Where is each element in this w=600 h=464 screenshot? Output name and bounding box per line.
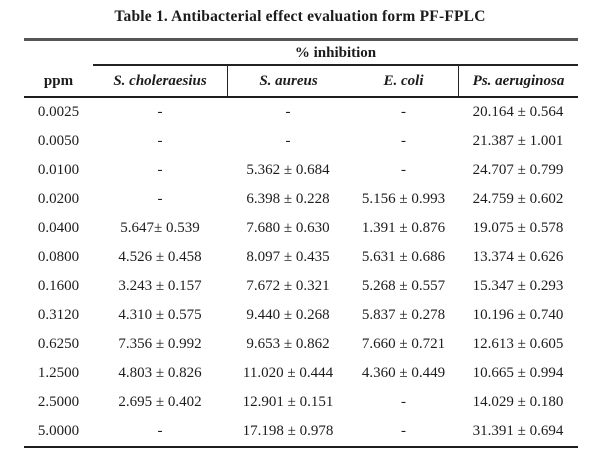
table-row: 0.6250 7.356 ± 0.992 9.653 ± 0.862 7.660 ± … (24, 330, 578, 359)
ppm-cell: 2.5000 (37, 394, 80, 410)
inhibition-value-cell: 5.268 ± 0.557 (361, 278, 446, 294)
ppm-cell: 0.0400 (37, 220, 80, 236)
inhibition-value-cell: 21.387 ± 1.001 (472, 133, 564, 149)
ppm-cell: 0.0025 (37, 104, 80, 120)
inhibition-value-cell: 8.097 ± 0.435 (246, 249, 330, 265)
inhibition-value-cell: - (285, 133, 291, 149)
column-header-s-aureus: S. aureus (227, 66, 349, 96)
inhibition-value-cell: 2.695 ± 0.402 (118, 394, 202, 410)
column-header-s-choleraesius: S. choleraesius (113, 73, 207, 89)
inhibition-value-cell: - (157, 191, 163, 207)
inhibition-value-cell: 5.156 ± 0.993 (361, 191, 446, 207)
column-header-ppm: ppm (43, 73, 74, 89)
table-row: 0.0050 - - - 21.387 ± 1.001 (24, 127, 578, 156)
table-row: 0.0025 - - - 20.164 ± 0.564 (24, 98, 578, 127)
inhibition-value-cell: 9.653 ± 0.862 (246, 336, 330, 352)
inhibition-value-cell: - (157, 423, 163, 439)
table-row: 2.5000 2.695 ± 0.402 12.901 ± 0.151 - 14.029… (24, 388, 578, 417)
inhibition-value-cell: 5.837 ± 0.278 (361, 307, 446, 323)
inhibition-value-cell: 15.347 ± 0.293 (472, 278, 564, 294)
ppm-cell: 0.0200 (37, 191, 80, 207)
table-row: 0.0200 - 6.398 ± 0.228 5.156 ± 0.993 24.759 … (24, 185, 578, 214)
table-row: 5.0000 - 17.198 ± 0.978 - 31.391 ± 0.694 (24, 417, 578, 446)
table-row: 1.2500 4.803 ± 0.826 11.020 ± 0.444 4.360 ±… (24, 359, 578, 388)
inhibition-value-cell: 5.647± 0.539 (120, 220, 200, 236)
column-header-e-coli: E. coli (383, 73, 424, 89)
ppm-cell: 0.0100 (37, 162, 80, 178)
inhibition-value-cell: - (157, 162, 163, 178)
inhibition-value-cell: 4.526 ± 0.458 (118, 249, 202, 265)
inhibition-value-cell: 12.901 ± 0.151 (242, 394, 334, 410)
inhibition-value-cell: 7.660 ± 0.721 (361, 336, 446, 352)
group-header-row: % inhibition (24, 41, 578, 66)
inhibition-value-cell: 12.613 ± 0.605 (472, 336, 564, 352)
inhibition-value-cell: - (157, 104, 163, 120)
column-header-ps-aeruginosa: Ps. aeruginosa (458, 66, 578, 96)
inhibition-value-cell: 7.356 ± 0.992 (118, 336, 202, 352)
group-header: % inhibition (93, 41, 578, 66)
inhibition-value-cell: - (157, 133, 163, 149)
inhibition-value-cell: 11.020 ± 0.444 (242, 365, 334, 381)
inhibition-value-cell: 6.398 ± 0.228 (246, 191, 330, 207)
inhibition-value-cell: - (401, 104, 406, 120)
inhibition-value-cell: - (401, 133, 406, 149)
table-body: 0.0025 - - - 20.164 ± 0.564 0.0050 - - - 21.387 ±… (24, 98, 578, 448)
ppm-cell: 0.3120 (37, 307, 80, 323)
ppm-cell: 0.0050 (37, 133, 80, 149)
inhibition-value-cell: 9.440 ± 0.268 (246, 307, 330, 323)
inhibition-value-cell: 4.310 ± 0.575 (118, 307, 202, 323)
inhibition-value-cell: 5.631 ± 0.686 (361, 249, 446, 265)
inhibition-value-cell: - (285, 104, 291, 120)
inhibition-value-cell: 14.029 ± 0.180 (472, 394, 564, 410)
ppm-cell: 5.0000 (37, 423, 80, 439)
inhibition-value-cell: - (401, 423, 406, 439)
inhibition-value-cell: 1.391 ± 0.876 (361, 220, 446, 236)
table-row: 0.1600 3.243 ± 0.157 7.672 ± 0.321 5.268 ± … (24, 272, 578, 301)
inhibition-value-cell: 7.672 ± 0.321 (246, 278, 330, 294)
inhibition-value-cell: 7.680 ± 0.630 (246, 220, 330, 236)
data-table: % inhibition ppm S. choleraesius S. aure… (24, 38, 578, 448)
ppm-cell: 0.1600 (37, 278, 80, 294)
inhibition-value-cell: 20.164 ± 0.564 (472, 104, 564, 120)
ppm-cell: 1.2500 (37, 365, 80, 381)
inhibition-value-cell: 13.374 ± 0.626 (472, 249, 564, 265)
inhibition-value-cell: 5.362 ± 0.684 (246, 162, 330, 178)
inhibition-value-cell: 24.707 ± 0.799 (472, 162, 564, 178)
inhibition-value-cell: 31.391 ± 0.694 (472, 423, 564, 439)
inhibition-value-cell: 17.198 ± 0.978 (242, 423, 334, 439)
table-row: 0.0400 5.647± 0.539 7.680 ± 0.630 1.391 ± 0… (24, 214, 578, 243)
table-title: Table 1. Antibacterial effect evaluation… (114, 8, 486, 25)
ppm-cell: 0.0800 (37, 249, 80, 265)
column-header-row: ppm S. choleraesius S. aureus E. coli Ps… (24, 66, 578, 98)
inhibition-value-cell: 10.196 ± 0.740 (472, 307, 564, 323)
ppm-cell: 0.6250 (37, 336, 80, 352)
inhibition-value-cell: - (401, 162, 406, 178)
table-row: 0.3120 4.310 ± 0.575 9.440 ± 0.268 5.837 ± … (24, 301, 578, 330)
inhibition-value-cell: 4.803 ± 0.826 (118, 365, 202, 381)
table-row: 0.0800 4.526 ± 0.458 8.097 ± 0.435 5.631 ± … (24, 243, 578, 272)
inhibition-value-cell: 24.759 ± 0.602 (472, 191, 564, 207)
inhibition-value-cell: - (401, 394, 406, 410)
inhibition-value-cell: 19.075 ± 0.578 (472, 220, 564, 236)
inhibition-value-cell: 3.243 ± 0.157 (118, 278, 202, 294)
table-row: 0.0100 - 5.362 ± 0.684 - 24.707 ± 0.799 (24, 156, 578, 185)
inhibition-value-cell: 10.665 ± 0.994 (472, 365, 564, 381)
top-rule (24, 38, 578, 41)
inhibition-value-cell: 4.360 ± 0.449 (361, 365, 446, 381)
